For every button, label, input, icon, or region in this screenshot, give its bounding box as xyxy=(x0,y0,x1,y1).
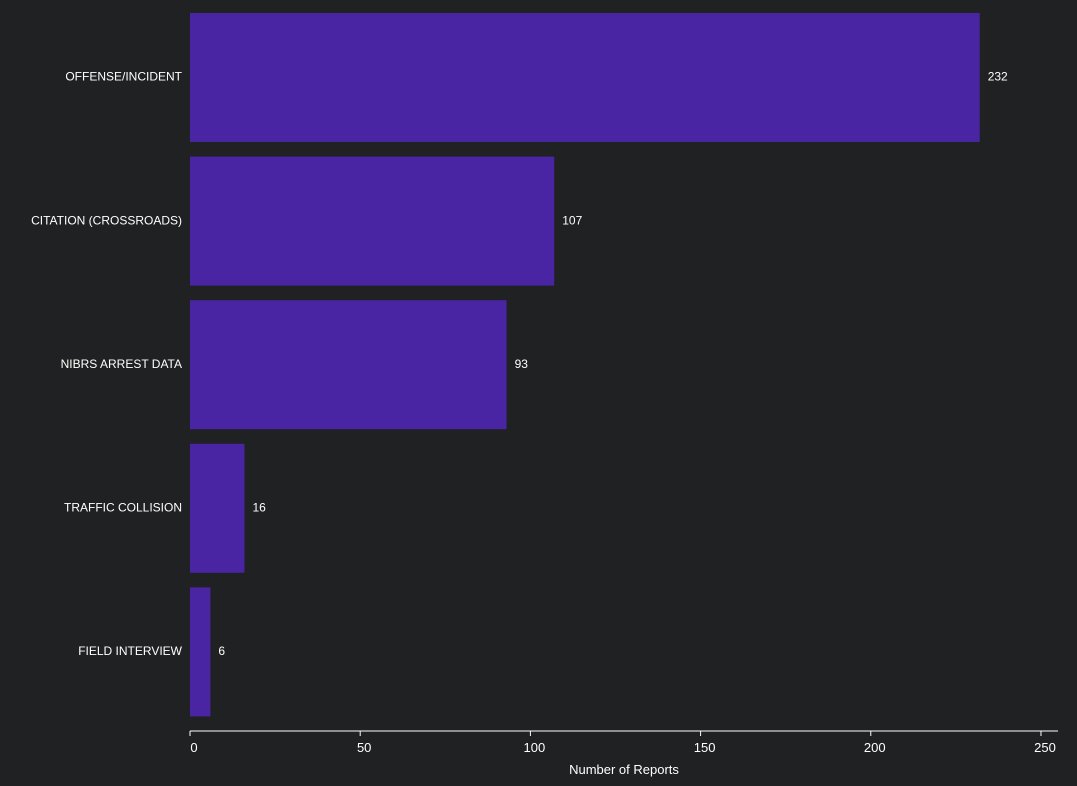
bars-group xyxy=(190,13,980,717)
data-label: 107 xyxy=(562,213,582,227)
category-label: FIELD INTERVIEW xyxy=(78,644,182,658)
x-axis: 0 50 100 150 200 250 xyxy=(189,730,1058,755)
bar-4 xyxy=(190,443,245,573)
x-tick-label: 50 xyxy=(357,740,371,755)
category-label: NIBRS ARREST DATA xyxy=(61,357,182,371)
bar-5 xyxy=(190,587,211,717)
data-label: 16 xyxy=(252,500,266,514)
x-tick-label: 250 xyxy=(1034,740,1056,755)
category-label: OFFENSE/INCIDENT xyxy=(65,70,182,84)
category-label: CITATION (CROSSROADS) xyxy=(31,213,182,227)
data-label: 232 xyxy=(988,70,1008,84)
category-label: TRAFFIC COLLISION xyxy=(64,500,182,514)
x-tick-label: 0 xyxy=(190,740,197,755)
bar-1 xyxy=(190,13,980,142)
x-tick-label: 200 xyxy=(864,740,886,755)
x-axis-title: Number of Reports xyxy=(569,762,679,777)
data-label: 93 xyxy=(515,357,529,371)
labels-group: OFFENSE/INCIDENT 232 CITATION (CROSSROADS)… xyxy=(31,70,1008,658)
data-label: 6 xyxy=(218,644,225,658)
bar-2 xyxy=(190,156,555,286)
x-tick-label: 100 xyxy=(524,740,546,755)
x-tick-label: 150 xyxy=(694,740,716,755)
bar-3 xyxy=(190,300,507,430)
